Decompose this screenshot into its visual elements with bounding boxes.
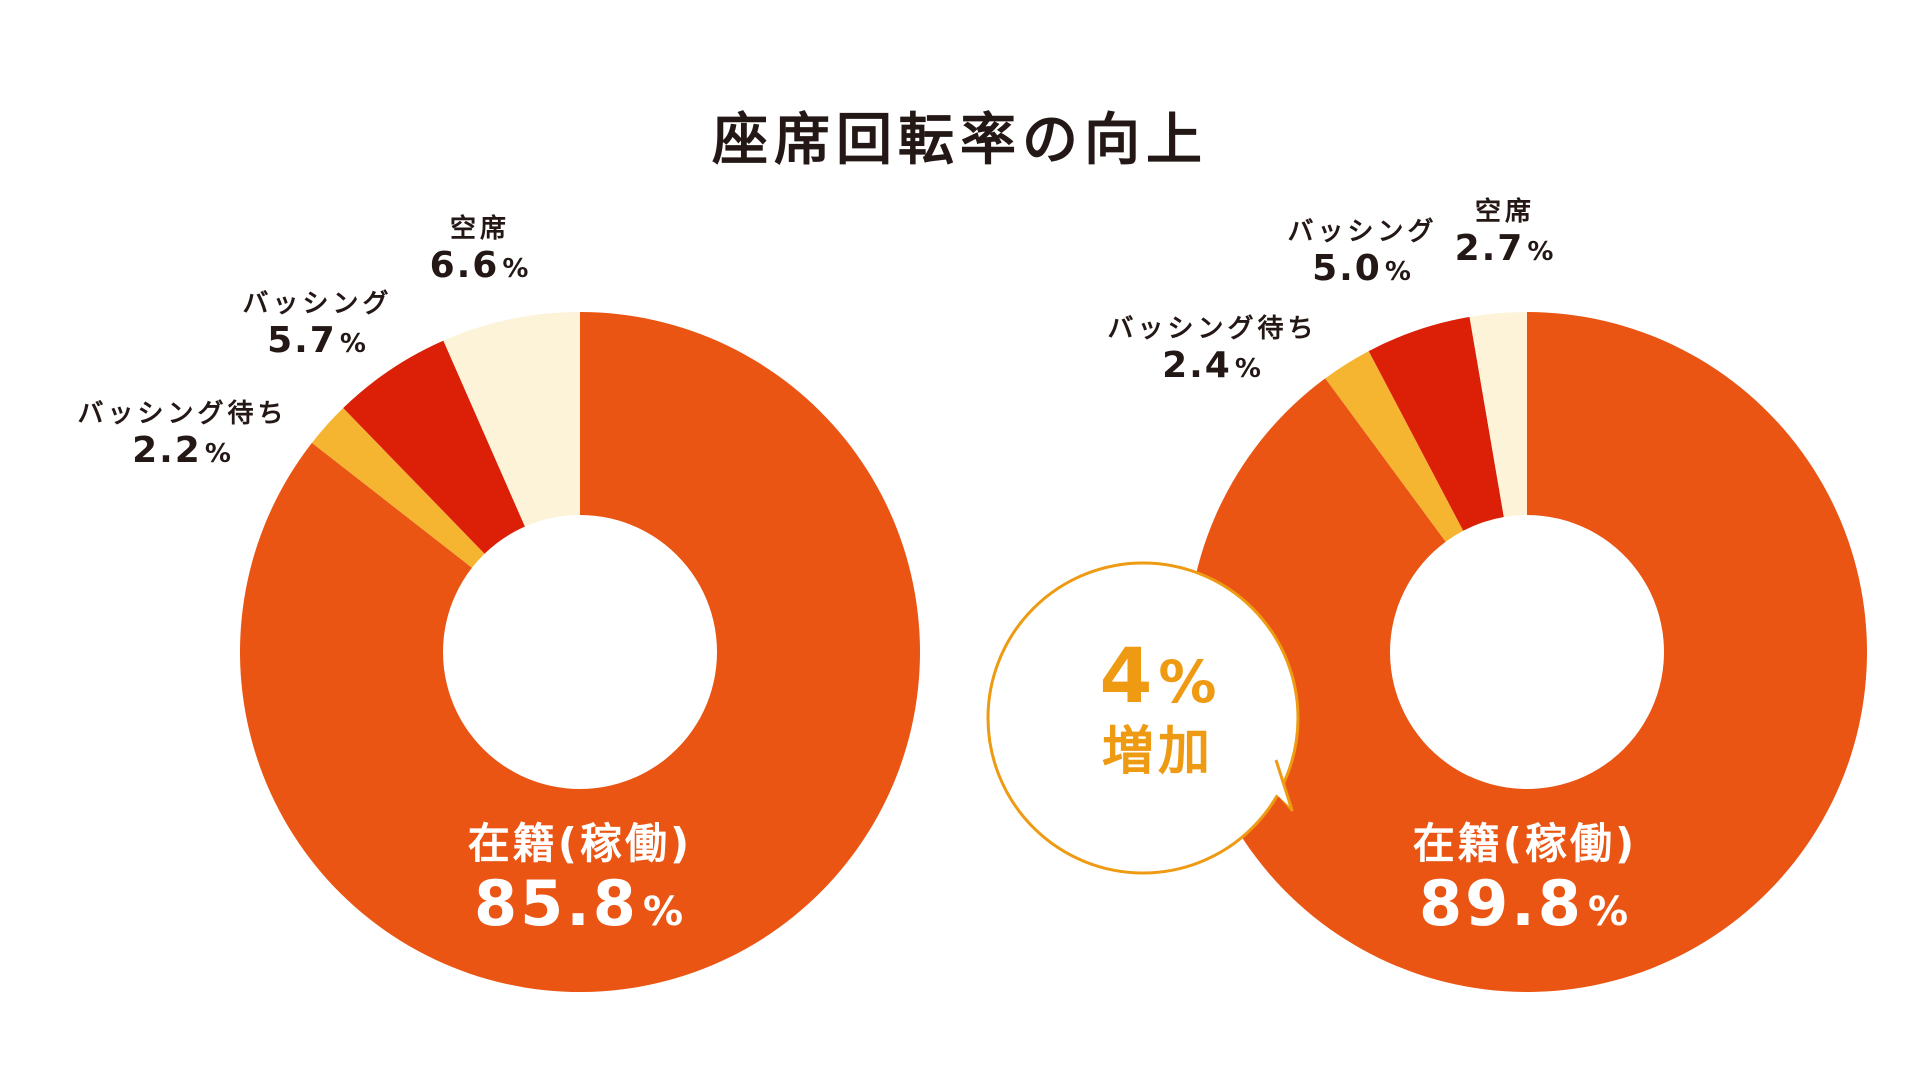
label-value: 2.4% [1162,344,1263,386]
slice-bussing-wait [311,408,485,568]
increase-callout-bubble [986,561,1300,875]
label-name: バッシング [1287,217,1438,247]
increase-callout-text: 4% 増加 [1038,630,1278,784]
label-name: 在籍(稼働) [467,819,693,868]
increase-value: 4% [1099,631,1217,720]
slice-vacant [1469,312,1527,517]
label-value: 5.7% [267,319,368,361]
label-occupied-before: 在籍(稼働) 85.8% [430,819,730,941]
label-name: バッシング [242,289,393,319]
label-bussing-before: バッシング 5.7% [230,289,405,361]
donut-chart-before [239,312,921,992]
chart-title: 座席回転率の向上 [712,108,1208,173]
label-value: 6.6% [429,244,531,286]
label-name: バッシング待ち [1107,314,1318,344]
label-bussing-after: バッシング 5.0% [1275,217,1450,289]
label-bussing-wait-before: バッシング待ち 2.2% [60,399,305,471]
label-value: 2.7% [1454,227,1556,269]
label-name: 空席 [1474,197,1535,227]
slice-occupied [1187,312,1868,992]
label-name: バッシング待ち [77,399,288,429]
slice-bussing [343,340,525,554]
slice-bussing-wait [1325,351,1464,542]
donut-chart-after [1187,312,1868,992]
label-vacant-after: 空席 2.7% [1435,197,1575,269]
label-value: 85.8% [473,867,687,941]
slice-occupied [239,312,921,992]
label-name: 在籍(稼働) [1412,819,1638,868]
label-value: 5.0% [1312,247,1413,289]
slice-vacant [443,312,580,527]
label-vacant-before: 空席 6.6% [410,214,550,286]
slice-bussing [1368,316,1504,531]
increase-label: 増加 [1101,722,1214,783]
label-value: 89.8% [1418,867,1632,941]
callout-circle [986,561,1300,875]
label-bussing-wait-after: バッシング待ち 2.4% [1090,314,1335,386]
label-name: 空席 [449,214,510,244]
label-occupied-after: 在籍(稼働) 89.8% [1375,819,1675,941]
callout-tail-fill [1266,762,1289,806]
label-value: 2.2% [132,429,233,471]
